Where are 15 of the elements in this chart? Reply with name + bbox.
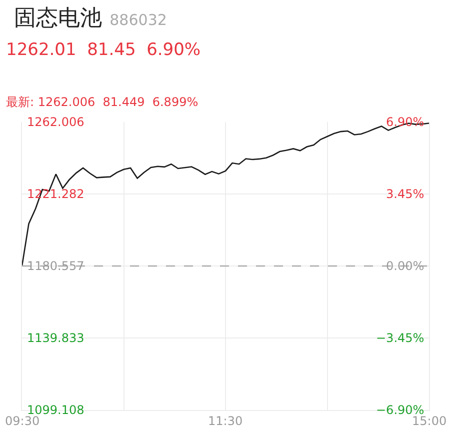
x-tick-label: 15:00 (412, 414, 447, 428)
x-tick-label: 09:30 (5, 414, 40, 428)
chart-title: 固态电池 (14, 6, 102, 31)
y2-tick-label: −3.45% (376, 331, 424, 345)
y-tick-label: 1139.833 (27, 331, 84, 345)
y2-tick-label: −6.90% (376, 403, 424, 417)
y2-tick-label: 0.00% (386, 259, 424, 273)
text: 1262.01 81.45 6.90% (6, 40, 201, 60)
y-tick-label: 1099.108 (27, 403, 84, 417)
chart-subtitle: 886032 (110, 11, 167, 29)
x-tick-label: 11:30 (208, 414, 243, 428)
y2-tick-label: 3.45% (386, 187, 424, 201)
text: 最新: 1262.006 81.449 6.899% (6, 95, 198, 109)
y-tick-label: 1262.006 (27, 115, 84, 129)
y-tick-label: 1180.557 (27, 259, 84, 273)
